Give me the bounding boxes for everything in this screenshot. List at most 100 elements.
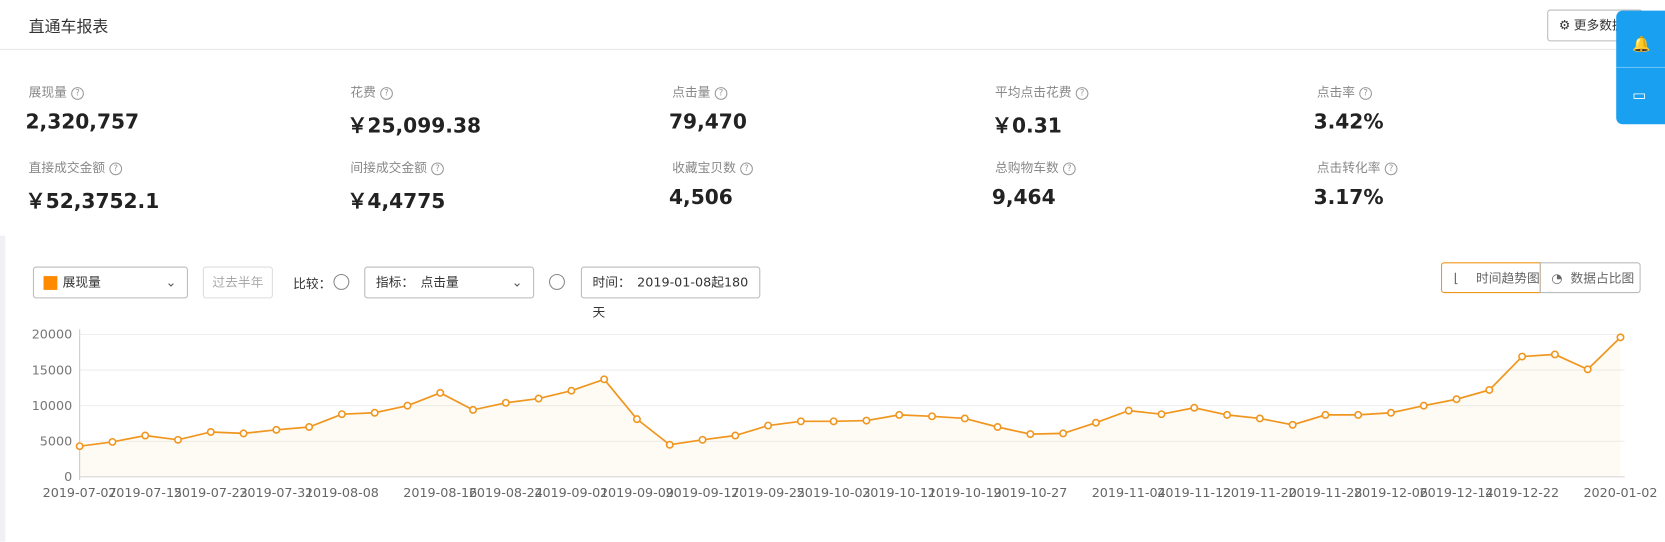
y-tick-label: 10000: [32, 399, 73, 414]
point: [206, 427, 215, 436]
more-data-text: 更多数据: [1573, 18, 1625, 33]
share-tab[interactable]: ◔ 数据占比图: [1539, 262, 1641, 294]
time-field[interactable]: 时间： 2019-01-08起180天: [580, 266, 761, 320]
x-tick-label: 2020-01-02: [1583, 486, 1657, 501]
x-tick-label: 2019-10-11: [862, 486, 936, 501]
metric-value: 9,464: [991, 185, 1056, 210]
bell-icon[interactable]: 🔔: [1632, 36, 1651, 54]
point: [895, 410, 904, 419]
point: [632, 415, 641, 424]
metric-label: 花费?: [350, 83, 393, 101]
x-tick-label: 2019-10-19: [928, 486, 1002, 501]
point: [796, 417, 805, 426]
x-tick-label: 2019-11-20: [1223, 486, 1297, 501]
point: [1223, 410, 1232, 419]
gear-icon: ⚙: [1558, 18, 1571, 33]
point: [501, 398, 510, 407]
point: [174, 435, 182, 444]
trend-tab[interactable]: ⌊ 时间趋势图: [1440, 262, 1541, 294]
point: [436, 388, 445, 397]
x-tick-label: 2019-11-04: [1092, 486, 1166, 501]
point: [1518, 352, 1527, 361]
caret: ⌄: [511, 275, 523, 290]
y-tick-label: 15000: [32, 363, 73, 378]
x-tick-label: 2019-09-25: [731, 486, 805, 501]
metric-label: 间接成交金额?: [350, 158, 444, 176]
caret: ⌄: [165, 275, 177, 290]
help-icon[interactable]: ?: [109, 161, 123, 175]
point: [469, 405, 478, 414]
indicator-select[interactable]: 指标： 点击量 ⌄: [364, 266, 535, 299]
help-icon[interactable]: ?: [380, 86, 393, 100]
point: [75, 442, 84, 451]
point: [1583, 365, 1592, 374]
point: [1419, 401, 1428, 410]
compare-label: 比较：: [293, 276, 332, 291]
period-button[interactable]: 过去半年: [202, 266, 273, 299]
point: [1550, 350, 1559, 359]
trend-icon: ⌊: [1453, 270, 1459, 286]
x-tick-label: 2019-09-01: [534, 486, 608, 501]
metric-label: 总购物车数?: [995, 158, 1076, 176]
point: [567, 386, 576, 395]
metric-value: ￥25,099.38: [347, 114, 482, 139]
point: [1124, 406, 1133, 415]
point: [1091, 418, 1100, 427]
metric-label-text: 直接成交金额: [28, 160, 106, 176]
more-data-button[interactable]: 更多数据 ⚙: [1547, 9, 1643, 42]
side-toolbar[interactable]: 🔔 ▭: [1616, 10, 1665, 125]
point: [993, 423, 1002, 431]
x-tick-label: 2019-12-22: [1485, 486, 1559, 501]
metric-select-text: 展现量: [62, 275, 101, 290]
point: [1190, 403, 1199, 412]
time-value: 2019-01-08起180天: [592, 275, 749, 320]
help-icon[interactable]: ?: [1062, 161, 1076, 175]
metric-label-text: 点击量: [672, 84, 711, 100]
metric-label-text: 间接成交金额: [350, 160, 427, 176]
point: [370, 408, 379, 417]
point: [272, 425, 281, 434]
point: [1026, 430, 1035, 439]
point: [1288, 420, 1297, 429]
point: [305, 423, 314, 431]
time-label: 时间：: [592, 275, 631, 290]
pie-icon: ◔: [1551, 270, 1563, 286]
point: [731, 431, 740, 440]
chat-icon[interactable]: ▭: [1632, 87, 1647, 105]
metric-value: ￥52,3752.1: [25, 190, 160, 214]
metric-label: 平均点击花费?: [995, 83, 1089, 101]
toolbar-divider: [1616, 66, 1665, 68]
help-icon[interactable]: ?: [1075, 86, 1089, 100]
time-radio[interactable]: [549, 273, 565, 290]
help-icon[interactable]: ?: [740, 161, 753, 175]
metric-value: ￥0.31: [991, 114, 1062, 139]
compare-radio[interactable]: [333, 273, 350, 290]
help-icon[interactable]: ?: [1359, 86, 1372, 100]
help-icon[interactable]: ?: [714, 86, 728, 100]
x-tick-label: 2019-08-16: [403, 486, 477, 501]
metric-select[interactable]: 展现量 ⌄: [32, 266, 188, 299]
metric-value: 79,470: [668, 110, 747, 134]
point: [108, 437, 117, 446]
help-icon[interactable]: ?: [71, 86, 84, 100]
help-icon[interactable]: ?: [1384, 161, 1398, 175]
point: [141, 431, 150, 440]
point: [239, 429, 248, 438]
x-tick-label: 2019-08-24: [469, 486, 543, 501]
x-tick-label: 2019-09-09: [600, 486, 674, 501]
indicator-label: 指标：: [375, 275, 415, 290]
x-tick-label: 2019-11-12: [1157, 486, 1231, 501]
metric-label-text: 点击率: [1316, 84, 1356, 100]
series-swatch: [43, 276, 58, 290]
metric-value: 3.42%: [1313, 110, 1384, 134]
point: [600, 375, 609, 384]
point: [534, 394, 543, 403]
metric-label-text: 展现量: [28, 84, 67, 100]
share-tab-text: 数据占比图: [1570, 270, 1635, 286]
x-tick-label: 2019-07-23: [174, 486, 248, 501]
trend-tab-text: 时间趋势图: [1476, 270, 1540, 286]
metric-label: 点击转化率?: [1317, 158, 1398, 176]
metric-value: 3.17%: [1313, 185, 1384, 210]
help-icon[interactable]: ?: [431, 161, 444, 175]
